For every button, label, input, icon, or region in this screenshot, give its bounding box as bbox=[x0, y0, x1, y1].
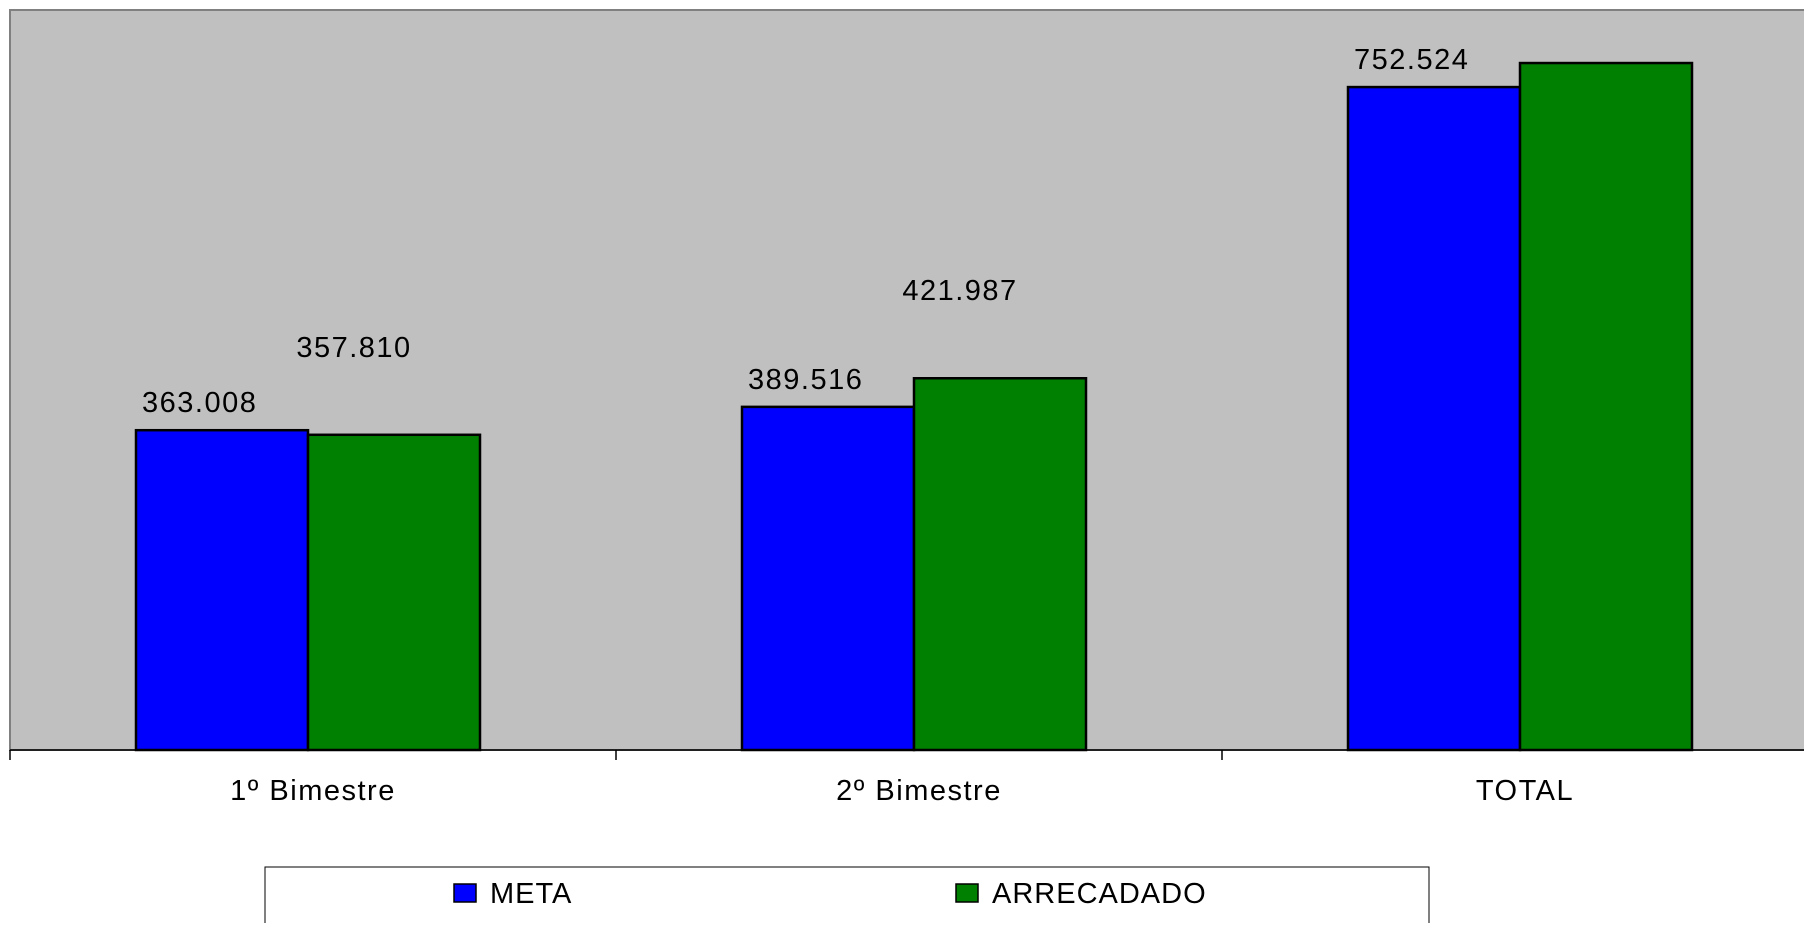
x-tick-label-1-bimestre: 1º Bimestre bbox=[230, 775, 396, 807]
data-label-meta-2-bimestre: 389.516 bbox=[748, 364, 863, 396]
data-label-meta-1-bimestre: 363.008 bbox=[142, 387, 257, 419]
bar-meta-2-bimestre bbox=[740, 405, 916, 752]
legend-label-arrecadado: ARRECADADO bbox=[992, 878, 1207, 910]
bar-meta-1-bimestre bbox=[134, 428, 310, 752]
bar-arrecadado-1-bimestre bbox=[306, 433, 482, 752]
bar-arrecadado-total bbox=[1518, 61, 1694, 752]
x-ticks-layer bbox=[9, 750, 1223, 760]
x-tick-labels-layer: 1º Bimestre 2º Bimestre TOTAL bbox=[230, 775, 1574, 807]
x-tick-label-2-bimestre: 2º Bimestre bbox=[836, 775, 1002, 807]
data-label-arrecadado-2-bimestre: 421.987 bbox=[902, 275, 1017, 307]
bars-layer bbox=[134, 61, 1694, 752]
x-tick-label-total: TOTAL bbox=[1476, 775, 1574, 807]
legend: META ARRECADADO bbox=[264, 866, 1430, 928]
data-label-meta-total: 752.524 bbox=[1354, 44, 1469, 76]
data-label-arrecadado-1-bimestre: 357.810 bbox=[296, 332, 411, 364]
data-labels-layer: 363.008357.810389.516421.987752.524779.7… bbox=[142, 44, 1469, 419]
legend-swatch-meta bbox=[453, 883, 477, 903]
bar-arrecadado-2-bimestre bbox=[912, 376, 1088, 752]
legend-box bbox=[264, 866, 1430, 928]
legend-swatch-arrecadado bbox=[955, 883, 979, 903]
bar-meta-total bbox=[1346, 85, 1522, 752]
legend-label-meta: META bbox=[490, 878, 572, 910]
